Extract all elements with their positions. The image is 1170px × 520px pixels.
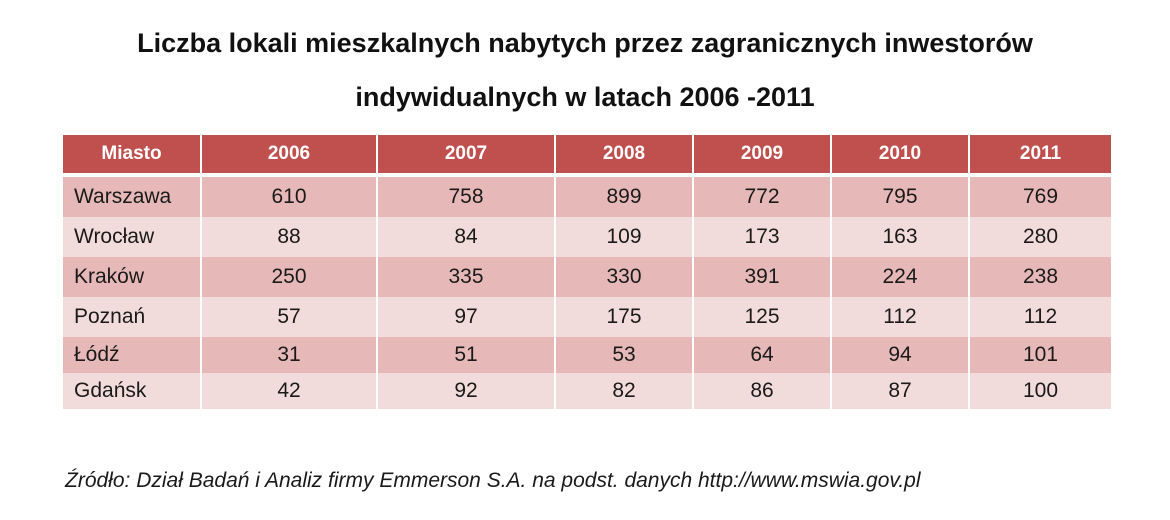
value-cell: 87 [831, 373, 970, 409]
city-cell: Gdańsk [63, 373, 202, 409]
column-header: 2009 [693, 135, 832, 177]
table-row: Poznań 57 97 175 125 112 112 [63, 297, 1111, 337]
value-cell: 280 [969, 217, 1111, 257]
value-cell: 224 [831, 257, 970, 297]
value-cell: 391 [693, 257, 832, 297]
value-cell: 57 [201, 297, 378, 337]
value-cell: 610 [201, 175, 378, 217]
city-cell: Wrocław [63, 217, 202, 257]
value-cell: 112 [969, 297, 1111, 337]
value-cell: 335 [377, 257, 556, 297]
table-row: Gdańsk 42 92 82 86 87 100 [63, 373, 1111, 409]
value-cell: 86 [693, 373, 832, 409]
value-cell: 112 [831, 297, 970, 337]
column-header: 2011 [969, 135, 1111, 177]
value-cell: 795 [831, 175, 970, 217]
city-cell: Łódź [63, 337, 202, 373]
chart-title-line-1: Liczba lokali mieszkalnych nabytych prze… [137, 28, 1033, 58]
value-cell: 238 [969, 257, 1111, 297]
value-cell: 758 [377, 175, 556, 217]
column-header: 2008 [555, 135, 694, 177]
value-cell: 250 [201, 257, 378, 297]
table-row: Kraków 250 335 330 391 224 238 [63, 257, 1111, 297]
city-cell: Poznań [63, 297, 202, 337]
value-cell: 769 [969, 175, 1111, 217]
value-cell: 97 [377, 297, 556, 337]
value-cell: 92 [377, 373, 556, 409]
value-cell: 88 [201, 217, 378, 257]
value-cell: 109 [555, 217, 694, 257]
value-cell: 175 [555, 297, 694, 337]
value-cell: 163 [831, 217, 970, 257]
value-cell: 42 [201, 373, 378, 409]
value-cell: 101 [969, 337, 1111, 373]
value-cell: 53 [555, 337, 694, 373]
value-cell: 330 [555, 257, 694, 297]
column-header: Miasto [63, 135, 202, 177]
value-cell: 64 [693, 337, 832, 373]
city-cell: Warszawa [63, 175, 202, 217]
table-row: Warszawa 610 758 899 772 795 769 [63, 175, 1111, 217]
value-cell: 31 [201, 337, 378, 373]
value-cell: 125 [693, 297, 832, 337]
value-cell: 899 [555, 175, 694, 217]
value-cell: 173 [693, 217, 832, 257]
data-table: Miasto 2006 2007 2008 2009 2010 2011 War… [63, 135, 1111, 409]
table-row: Wrocław 88 84 109 173 163 280 [63, 217, 1111, 257]
source-note: Źródło: Dział Badań i Analiz firmy Emmer… [65, 469, 921, 492]
city-cell: Kraków [63, 257, 202, 297]
value-cell: 82 [555, 373, 694, 409]
table-row: Łódź 31 51 53 64 94 101 [63, 337, 1111, 373]
value-cell: 772 [693, 175, 832, 217]
chart-title-line-2: indywidualnych w latach 2006 -2011 [355, 82, 815, 112]
column-header: 2010 [831, 135, 970, 177]
value-cell: 100 [969, 373, 1111, 409]
value-cell: 84 [377, 217, 556, 257]
column-header: 2006 [201, 135, 378, 177]
column-header: 2007 [377, 135, 556, 177]
value-cell: 51 [377, 337, 556, 373]
table-header-row: Miasto 2006 2007 2008 2009 2010 2011 [63, 135, 1111, 177]
value-cell: 94 [831, 337, 970, 373]
